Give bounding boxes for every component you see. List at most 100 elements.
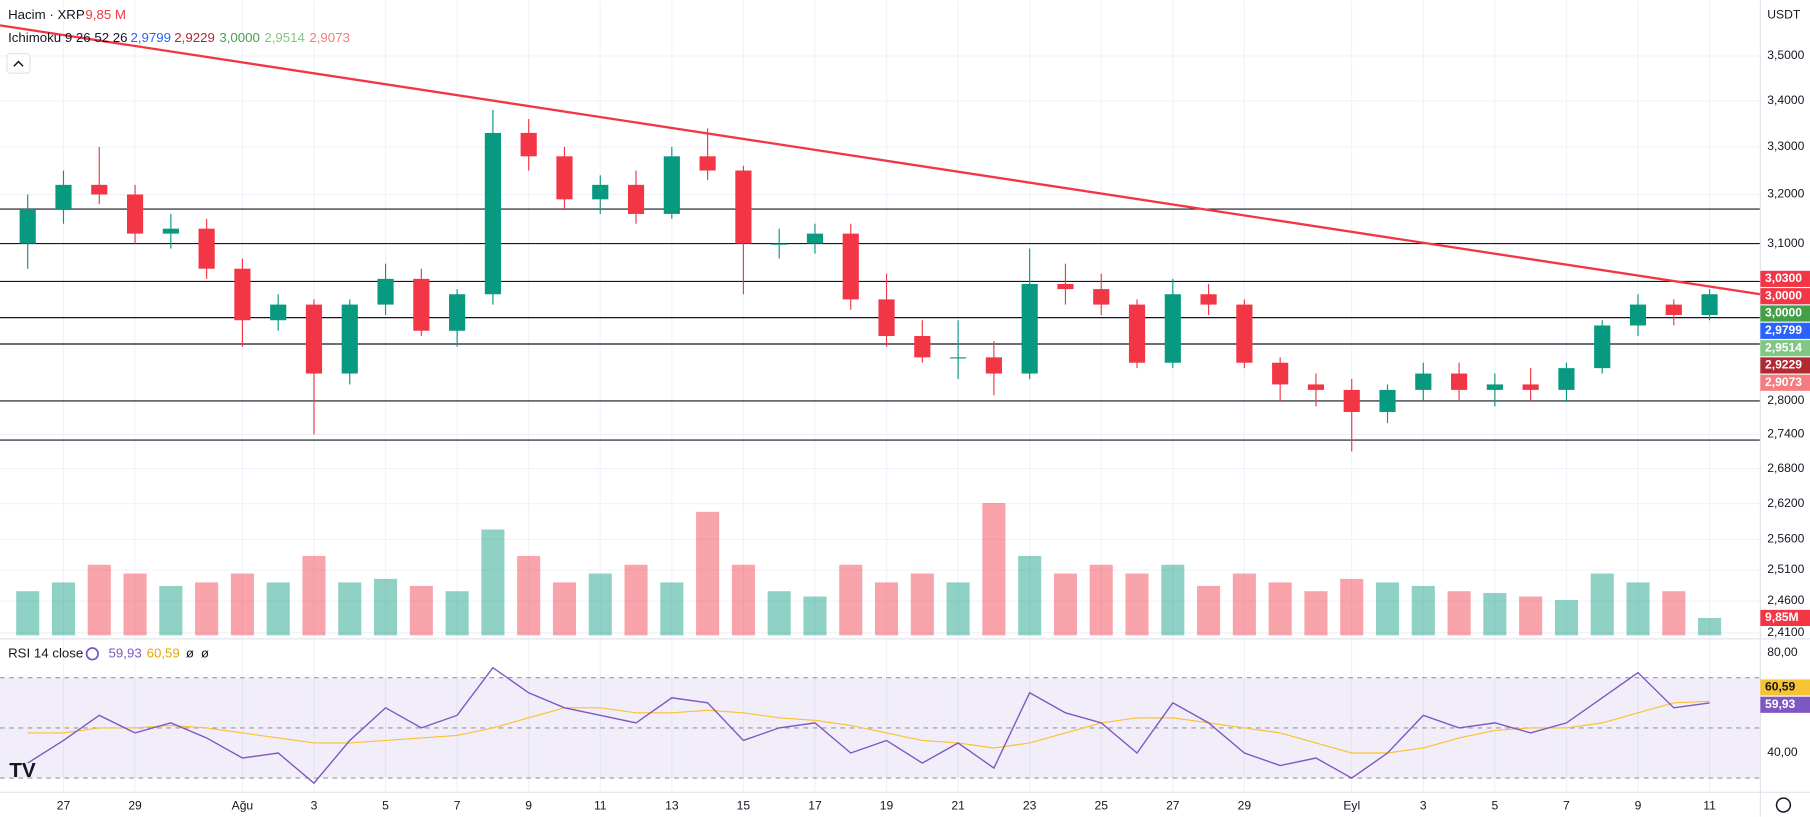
candle-body <box>377 278 394 305</box>
rsi-tick-label: 80,00 <box>1767 645 1798 659</box>
volume-bar <box>1554 600 1578 636</box>
volume-bar <box>803 596 827 636</box>
price-label-box <box>1760 374 1810 391</box>
volume-bar <box>51 582 76 636</box>
rsi-tick-label: 40,00 <box>1767 745 1798 759</box>
candle-body <box>305 304 323 374</box>
volume-bar <box>1125 573 1149 636</box>
volume-bar <box>1340 578 1364 636</box>
ichimoku-label: Ichimoku 9 26 52 26 <box>8 30 127 45</box>
candle-body <box>985 357 1002 374</box>
price-label: 2,9229 <box>1765 358 1802 372</box>
candle-body <box>878 299 895 337</box>
x-tick-label: 23 <box>1023 798 1037 812</box>
volume-bar <box>87 564 111 636</box>
candle-body <box>627 184 645 214</box>
volume-bar <box>302 555 326 636</box>
x-tick-label: 11 <box>1703 798 1716 812</box>
x-tick-label: 13 <box>665 798 679 812</box>
candle-body <box>1701 294 1718 316</box>
volume-bar <box>517 555 541 636</box>
candle-body <box>449 294 466 331</box>
volume-bar <box>1089 564 1113 636</box>
x-tick-label: 25 <box>1094 798 1108 812</box>
candle-body <box>950 357 967 359</box>
x-tick-label: 5 <box>1491 798 1498 812</box>
candle-body <box>1057 283 1074 290</box>
candle-body <box>1451 373 1468 390</box>
volume-bar <box>696 511 720 636</box>
rsi-value: 59,93 <box>109 645 142 660</box>
rsi-ma-line <box>27 700 1710 754</box>
candle-body <box>592 184 609 200</box>
rsi-value: 60,59 <box>147 645 180 660</box>
volume-label: 9,85M <box>1765 610 1799 624</box>
volume-bar <box>374 578 398 636</box>
volume-bar <box>1375 582 1400 636</box>
x-tick-label: 29 <box>128 798 142 812</box>
candle-body <box>1164 294 1181 363</box>
candle-body <box>1629 304 1647 326</box>
x-tick-label: 29 <box>1238 798 1252 812</box>
currency: USDT <box>1767 8 1801 22</box>
rsi-axis-label: 60,59 <box>1765 680 1796 694</box>
price-label: 3,0000 <box>1765 306 1802 320</box>
candle-body <box>1522 384 1539 390</box>
candle-body <box>1486 384 1503 390</box>
rsi-label: RSI 14 close <box>8 645 83 660</box>
x-tick-label: 15 <box>737 798 751 812</box>
price-label-box <box>1760 270 1810 287</box>
collapse-button[interactable] <box>6 52 31 74</box>
candle-body <box>1665 304 1682 316</box>
settings-button[interactable] <box>1775 797 1792 813</box>
price-label-box <box>1760 340 1810 357</box>
volume-bar <box>660 582 684 636</box>
x-tick-label: 9 <box>525 798 532 812</box>
y-tick-label: 2,6800 <box>1767 461 1804 475</box>
candle-body <box>1200 294 1217 305</box>
candle-body <box>1558 368 1575 390</box>
volume-bar <box>1662 591 1686 636</box>
logo: TV <box>9 759 36 782</box>
volume-bar <box>624 564 648 636</box>
volume-bar <box>1411 585 1435 636</box>
volume-bar <box>481 529 505 636</box>
candle-body <box>413 278 430 331</box>
y-tick-label: 3,2000 <box>1767 187 1804 201</box>
x-tick-label: 21 <box>951 798 965 812</box>
candle-body <box>1021 283 1038 374</box>
candle-body <box>341 304 358 374</box>
grid <box>0 0 1761 793</box>
volume-bar <box>409 585 433 636</box>
x-tick-label: 17 <box>808 798 822 812</box>
y-tick-label: 2,4600 <box>1767 593 1804 607</box>
candle-body <box>1093 289 1110 305</box>
price-label-box <box>1760 357 1810 374</box>
volume-bar <box>1626 582 1650 636</box>
candle-body <box>19 209 36 244</box>
y-tick-label: 3,3000 <box>1767 139 1804 153</box>
volume-bar <box>946 582 970 636</box>
y-tick-label: 2,5600 <box>1767 532 1804 546</box>
candle-body <box>520 132 537 157</box>
rsi-value: ø <box>186 645 194 660</box>
collapse-icon <box>13 60 24 67</box>
candle-body <box>806 233 824 244</box>
candle-body <box>1594 325 1611 369</box>
volume-bar <box>1232 573 1256 636</box>
price-label: 2,9073 <box>1765 375 1802 389</box>
rsi-line <box>27 666 1710 785</box>
candle-body <box>270 304 287 321</box>
rsi-value: ø <box>201 645 209 660</box>
candle-body <box>1128 304 1146 363</box>
x-tick-label: 9 <box>1635 798 1642 812</box>
symbol: Hacim · XRP <box>8 7 85 22</box>
volume-bar <box>195 582 219 636</box>
candle-body <box>1343 389 1360 412</box>
candle-body <box>914 336 931 358</box>
volume-bar <box>266 582 290 636</box>
price-label: 2,9514 <box>1765 340 1802 354</box>
x-tick-label: 27 <box>1166 798 1180 812</box>
x-tick-label: 19 <box>880 798 894 812</box>
